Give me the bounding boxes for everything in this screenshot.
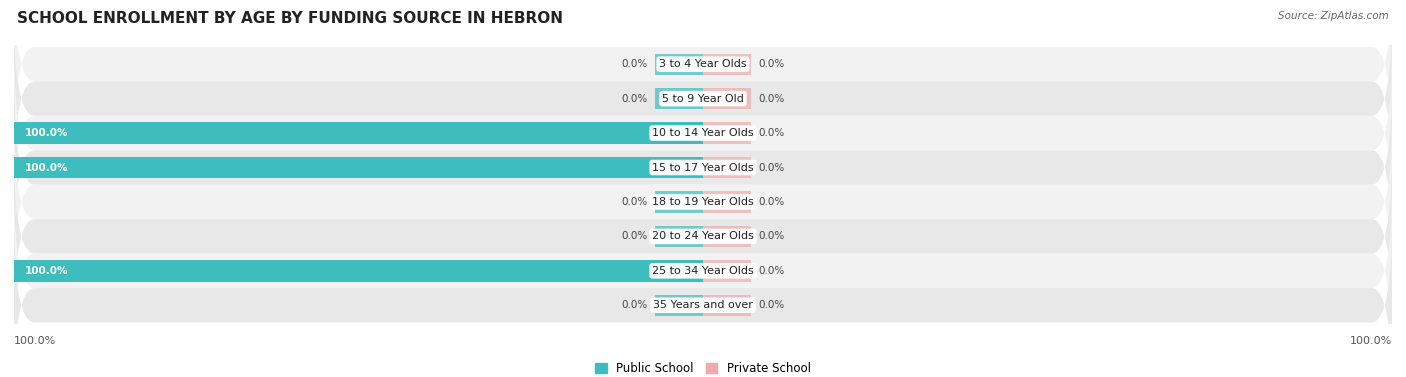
FancyBboxPatch shape: [14, 12, 1392, 185]
Bar: [703, 88, 751, 109]
Text: 3 to 4 Year Olds: 3 to 4 Year Olds: [659, 59, 747, 69]
Legend: Public School, Private School: Public School, Private School: [591, 357, 815, 377]
Text: SCHOOL ENROLLMENT BY AGE BY FUNDING SOURCE IN HEBRON: SCHOOL ENROLLMENT BY AGE BY FUNDING SOUR…: [17, 11, 562, 26]
FancyBboxPatch shape: [14, 185, 1392, 357]
Bar: [14, 260, 703, 282]
Text: 0.0%: 0.0%: [758, 59, 785, 69]
Bar: [655, 54, 703, 75]
Text: 0.0%: 0.0%: [621, 59, 648, 69]
Text: 25 to 34 Year Olds: 25 to 34 Year Olds: [652, 266, 754, 276]
Text: 0.0%: 0.0%: [758, 266, 785, 276]
FancyBboxPatch shape: [14, 0, 1392, 150]
Text: 20 to 24 Year Olds: 20 to 24 Year Olds: [652, 231, 754, 241]
Bar: [655, 191, 703, 213]
Text: 0.0%: 0.0%: [758, 231, 785, 241]
Text: 15 to 17 Year Olds: 15 to 17 Year Olds: [652, 162, 754, 173]
Bar: [703, 226, 751, 247]
FancyBboxPatch shape: [14, 150, 1392, 322]
Bar: [655, 226, 703, 247]
Text: 0.0%: 0.0%: [621, 197, 648, 207]
Text: 0.0%: 0.0%: [758, 162, 785, 173]
Text: 100.0%: 100.0%: [1350, 336, 1392, 346]
Bar: [703, 123, 751, 144]
Text: 100.0%: 100.0%: [24, 266, 67, 276]
FancyBboxPatch shape: [14, 81, 1392, 254]
Bar: [703, 157, 751, 178]
FancyBboxPatch shape: [14, 47, 1392, 219]
Text: 100.0%: 100.0%: [14, 336, 56, 346]
Bar: [703, 191, 751, 213]
FancyBboxPatch shape: [14, 116, 1392, 288]
Text: Source: ZipAtlas.com: Source: ZipAtlas.com: [1278, 11, 1389, 21]
Text: 0.0%: 0.0%: [621, 300, 648, 310]
Text: 35 Years and over: 35 Years and over: [652, 300, 754, 310]
Bar: [703, 260, 751, 282]
Bar: [14, 157, 703, 178]
Text: 0.0%: 0.0%: [621, 231, 648, 241]
Bar: [703, 54, 751, 75]
Bar: [703, 294, 751, 316]
Text: 0.0%: 0.0%: [758, 197, 785, 207]
Text: 0.0%: 0.0%: [758, 128, 785, 138]
Text: 18 to 19 Year Olds: 18 to 19 Year Olds: [652, 197, 754, 207]
Text: 5 to 9 Year Old: 5 to 9 Year Old: [662, 93, 744, 104]
Bar: [655, 294, 703, 316]
Text: 100.0%: 100.0%: [24, 162, 67, 173]
Bar: [655, 88, 703, 109]
Text: 0.0%: 0.0%: [758, 93, 785, 104]
Text: 10 to 14 Year Olds: 10 to 14 Year Olds: [652, 128, 754, 138]
Text: 100.0%: 100.0%: [24, 128, 67, 138]
Text: 0.0%: 0.0%: [758, 300, 785, 310]
Bar: [14, 123, 703, 144]
FancyBboxPatch shape: [14, 219, 1392, 377]
Text: 0.0%: 0.0%: [621, 93, 648, 104]
